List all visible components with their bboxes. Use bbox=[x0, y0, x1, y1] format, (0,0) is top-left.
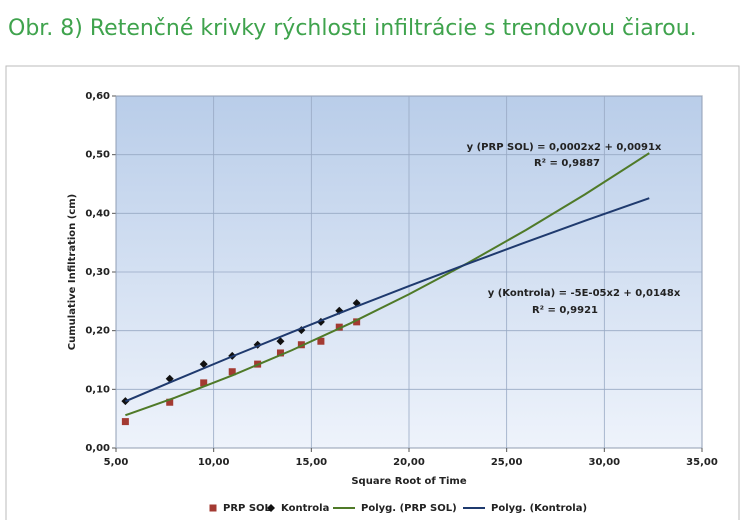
annotation: R² = 0,9921 bbox=[532, 305, 598, 316]
x-tick-label: 30,00 bbox=[589, 457, 621, 468]
legend-swatch bbox=[267, 504, 275, 512]
y-tick-label: 0,10 bbox=[85, 384, 110, 395]
data-point bbox=[228, 368, 236, 376]
data-point bbox=[335, 323, 343, 331]
trend-line bbox=[124, 197, 650, 403]
annotation: y (PRP SOL) = 0,0002x2 + 0,0091x bbox=[467, 142, 662, 153]
data-point bbox=[276, 349, 284, 357]
annotation: R² = 0,9887 bbox=[534, 158, 600, 169]
y-tick-label: 0,30 bbox=[85, 267, 110, 278]
y-tick-label: 0,00 bbox=[85, 443, 110, 454]
data-point bbox=[166, 398, 174, 406]
data-point bbox=[200, 379, 208, 387]
annotation: y (Kontrola) = -5E-05x2 + 0,0148x bbox=[488, 288, 681, 299]
data-point bbox=[121, 418, 129, 426]
y-tick-label: 0,40 bbox=[85, 208, 110, 219]
legend-label: PRP SOL bbox=[223, 503, 272, 514]
legend-label: Kontrola bbox=[281, 503, 329, 514]
x-tick-label: 20,00 bbox=[393, 457, 425, 468]
data-point bbox=[317, 337, 325, 345]
y-tick-label: 0,20 bbox=[85, 326, 110, 337]
y-tick-label: 0,50 bbox=[85, 150, 110, 161]
data-point bbox=[353, 318, 361, 326]
data-point bbox=[276, 337, 285, 346]
x-tick-label: 35,00 bbox=[686, 457, 718, 468]
trend-line bbox=[125, 152, 650, 417]
legend-label: Polyg. (Kontrola) bbox=[491, 503, 587, 514]
y-axis-title: Cumulative Infiltration (cm) bbox=[67, 194, 78, 350]
x-tick-label: 10,00 bbox=[198, 457, 230, 468]
data-point bbox=[199, 360, 208, 369]
legend-swatch bbox=[209, 504, 217, 512]
y-tick-label: 0,60 bbox=[85, 91, 110, 102]
x-tick-label: 5,00 bbox=[104, 457, 129, 468]
x-tick-label: 15,00 bbox=[296, 457, 328, 468]
chart-title: Obr. 8) Retenčné krivky rýchlosti infilt… bbox=[8, 16, 697, 41]
x-tick-label: 25,00 bbox=[491, 457, 523, 468]
x-axis-title: Square Root of Time bbox=[351, 476, 466, 487]
data-point bbox=[297, 341, 305, 349]
legend-label: Polyg. (PRP SOL) bbox=[361, 503, 457, 514]
